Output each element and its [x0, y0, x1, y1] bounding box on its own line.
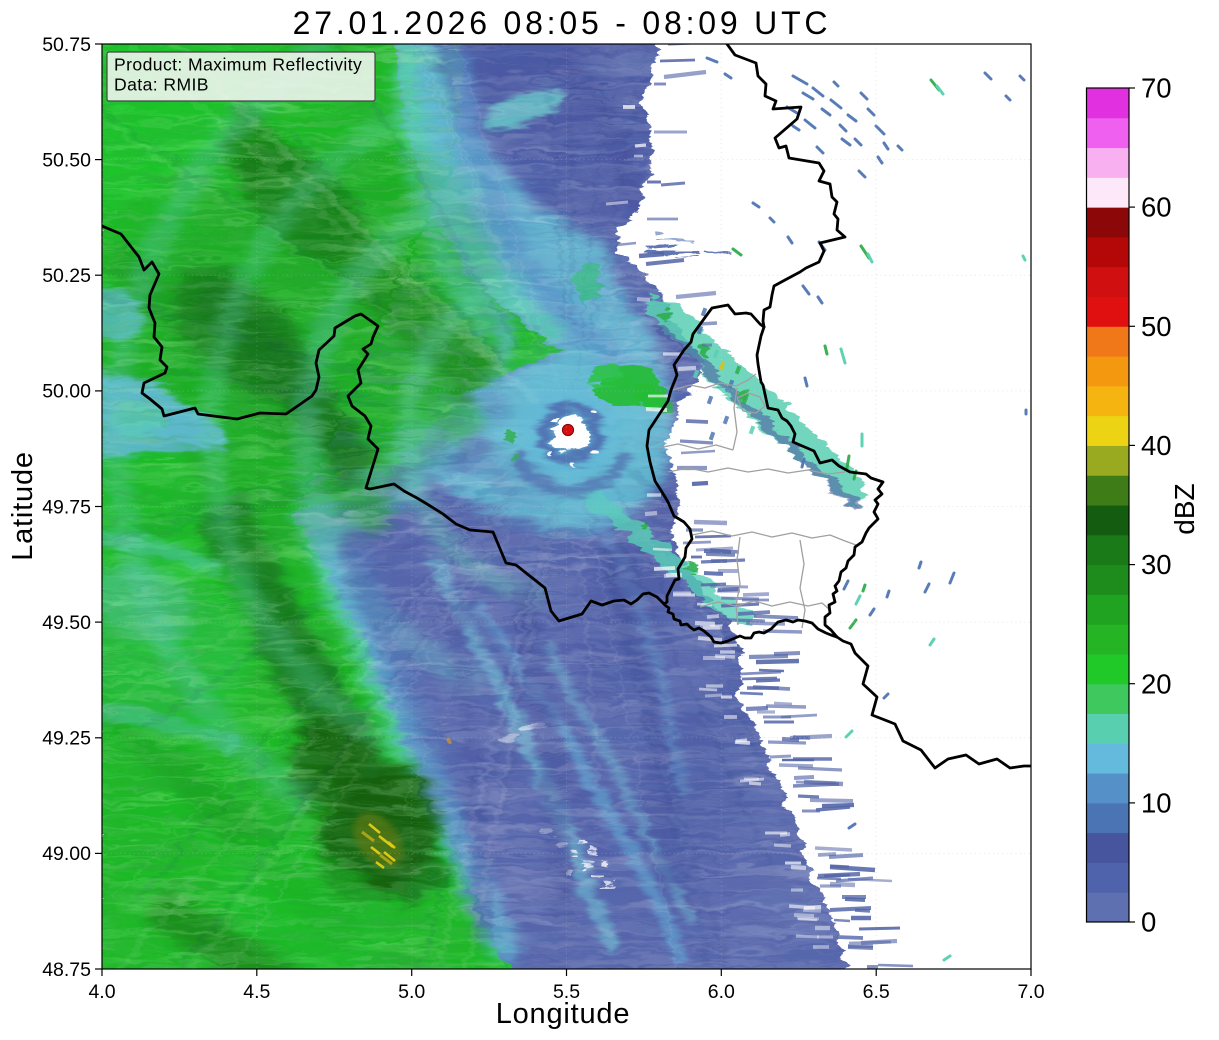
svg-text:49.25: 49.25	[42, 728, 91, 750]
svg-text:70: 70	[1141, 73, 1172, 104]
svg-text:Latitude: Latitude	[7, 451, 39, 561]
svg-text:Longitude: Longitude	[496, 998, 631, 1030]
svg-text:50.25: 50.25	[42, 265, 91, 287]
svg-text:dBZ: dBZ	[1169, 483, 1200, 534]
svg-text:49.75: 49.75	[42, 496, 91, 518]
svg-text:Data: RMIB: Data: RMIB	[114, 75, 209, 95]
svg-text:60: 60	[1141, 192, 1172, 223]
svg-text:50.75: 50.75	[42, 34, 91, 56]
svg-text:20: 20	[1141, 668, 1172, 699]
svg-text:30: 30	[1141, 549, 1172, 580]
svg-text:49.00: 49.00	[42, 843, 91, 865]
svg-text:6.0: 6.0	[708, 981, 735, 1003]
svg-text:4.0: 4.0	[88, 981, 115, 1003]
svg-text:7.0: 7.0	[1017, 981, 1044, 1003]
svg-text:6.5: 6.5	[863, 981, 890, 1003]
svg-text:5.5: 5.5	[553, 981, 580, 1003]
svg-text:10: 10	[1141, 788, 1172, 819]
svg-text:49.50: 49.50	[42, 612, 91, 634]
svg-text:4.5: 4.5	[243, 981, 270, 1003]
svg-text:50.00: 50.00	[42, 381, 91, 403]
svg-text:0: 0	[1141, 907, 1156, 938]
svg-text:50: 50	[1141, 311, 1172, 342]
svg-text:27.01.2026 08:05 - 08:09 UTC: 27.01.2026 08:05 - 08:09 UTC	[293, 5, 832, 41]
svg-text:40: 40	[1141, 430, 1172, 461]
svg-text:5.0: 5.0	[398, 981, 425, 1003]
svg-text:50.50: 50.50	[42, 149, 91, 171]
svg-text:48.75: 48.75	[42, 959, 91, 981]
svg-text:Product: Maximum Reflectivity: Product: Maximum Reflectivity	[114, 55, 362, 75]
